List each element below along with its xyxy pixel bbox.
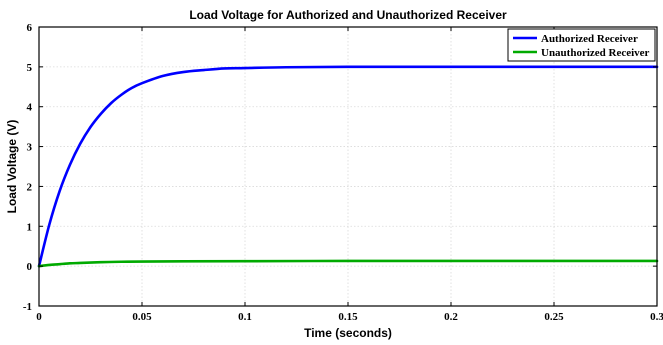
y-axis-label: Load Voltage (V): [5, 120, 19, 214]
legend: Authorized Receiver Unauthorized Receiver: [507, 28, 656, 62]
y-tick-label: 0: [27, 261, 33, 273]
x-tick-label: 0.25: [544, 311, 564, 323]
x-tick-label: 0.05: [132, 311, 152, 323]
legend-label: Unauthorized Receiver: [541, 47, 650, 59]
x-tick-label: 0.1: [238, 311, 252, 323]
x-axis-label: Time (seconds): [304, 326, 392, 340]
y-tick-label: -1: [23, 301, 32, 313]
y-tick-label: 2: [27, 181, 33, 193]
legend-box: [507, 28, 656, 62]
x-tick-label: 0: [36, 311, 42, 323]
y-tick-label: 6: [27, 22, 33, 34]
y-tick-label: 5: [27, 62, 33, 74]
series-layer: [37, 65, 659, 268]
x-tick-label: 0.15: [338, 311, 358, 323]
x-tick-label: 0.2: [444, 311, 458, 323]
chart-title: Load Voltage for Authorized and Unauthor…: [189, 8, 507, 22]
y-tick-label: 3: [27, 142, 33, 154]
series-line-unauthorized: [37, 259, 659, 268]
grid: [39, 27, 657, 306]
y-tick-label: 4: [27, 102, 33, 114]
y-tick-label: 1: [27, 221, 33, 233]
x-tick-label: 0.3: [650, 311, 663, 323]
axis-ticks: 0 0.05 0.1 0.15 0.2 0.25 0.3 -1 0 1 2 3 4 5 6: [23, 22, 663, 323]
legend-label: Authorized Receiver: [541, 33, 638, 45]
series-line-authorized: [37, 65, 659, 268]
